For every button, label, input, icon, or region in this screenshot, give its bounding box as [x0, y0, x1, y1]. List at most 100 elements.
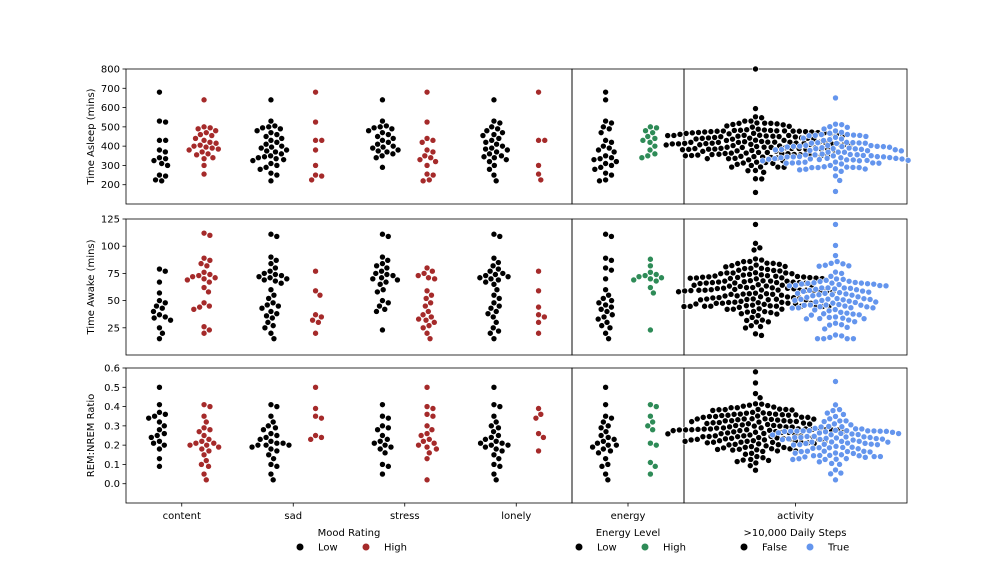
swarm-series-sad-high	[309, 267, 325, 337]
data-point	[383, 148, 391, 156]
data-point	[161, 267, 169, 275]
data-point	[748, 162, 755, 169]
data-point	[161, 441, 168, 449]
data-point	[261, 153, 268, 161]
data-point	[727, 404, 735, 412]
data-point	[778, 299, 786, 306]
data-point	[855, 437, 863, 445]
data-point	[608, 311, 616, 319]
data-point	[602, 254, 609, 262]
data-point	[318, 313, 325, 321]
data-point	[714, 446, 721, 453]
data-point	[307, 436, 314, 443]
data-point	[379, 412, 386, 420]
data-point	[838, 423, 846, 431]
data-point	[847, 421, 855, 429]
data-point	[432, 158, 439, 165]
data-point	[807, 301, 814, 309]
data-point	[490, 254, 498, 262]
data-point	[267, 253, 275, 261]
data-point	[845, 297, 853, 305]
data-point	[832, 331, 839, 339]
data-point	[156, 311, 163, 319]
data-point	[829, 145, 837, 152]
data-point	[480, 153, 488, 161]
swarm-series-sad-high	[307, 383, 325, 443]
data-point	[822, 301, 830, 309]
data-point	[749, 123, 756, 131]
data-point	[726, 282, 733, 290]
data-point	[816, 436, 824, 443]
data-point	[809, 292, 817, 299]
data-point	[816, 303, 824, 311]
data-point	[753, 158, 760, 166]
data-point	[610, 436, 618, 443]
data-point	[273, 131, 281, 138]
data-point	[758, 138, 765, 145]
data-point	[791, 297, 799, 304]
data-point	[749, 301, 756, 309]
data-point	[841, 148, 848, 156]
data-point	[797, 434, 805, 441]
data-point	[269, 322, 277, 329]
data-point	[826, 123, 834, 130]
data-point	[595, 299, 603, 307]
data-point	[790, 153, 797, 161]
data-point	[735, 139, 742, 146]
data-point	[676, 131, 684, 138]
data-point	[898, 155, 906, 163]
data-point	[267, 308, 275, 315]
data-point	[765, 457, 772, 464]
data-point	[426, 335, 434, 342]
data-point	[495, 327, 502, 335]
data-point	[258, 304, 266, 312]
data-point	[482, 138, 490, 146]
data-point	[425, 308, 432, 315]
data-point	[278, 135, 286, 142]
panels: 200 300 400 500 600 700 800 25 50 75 100 125 0.0 0.1 0…	[101, 65, 912, 504]
data-point	[870, 280, 878, 288]
data-point	[835, 301, 843, 308]
data-point	[249, 157, 257, 164]
data-point	[734, 404, 741, 412]
data-point	[596, 177, 603, 185]
data-point	[162, 410, 169, 418]
data-point	[743, 409, 750, 417]
data-point	[728, 163, 735, 171]
data-point	[198, 461, 205, 468]
data-point	[158, 304, 166, 312]
data-point	[379, 432, 386, 439]
data-point	[156, 146, 163, 154]
data-point	[781, 428, 788, 435]
data-point	[206, 403, 214, 410]
data-point	[755, 440, 762, 448]
data-point	[776, 267, 784, 275]
data-point	[832, 401, 839, 409]
data-point	[265, 451, 273, 459]
data-point	[488, 434, 495, 441]
data-point	[763, 259, 771, 267]
data-point	[273, 171, 281, 179]
data-point	[262, 164, 270, 171]
data-point	[786, 282, 793, 290]
data-point	[482, 145, 489, 153]
data-point	[822, 277, 830, 284]
data-point	[775, 133, 783, 140]
data-point	[273, 310, 281, 317]
data-point	[792, 411, 800, 419]
data-point	[779, 436, 786, 443]
data-point	[206, 271, 214, 278]
data-point	[764, 421, 771, 428]
data-point	[429, 137, 437, 144]
data-point	[805, 132, 813, 139]
data-point	[750, 308, 757, 315]
data-point	[882, 282, 890, 290]
data-point	[594, 315, 602, 323]
data-point	[778, 274, 786, 282]
data-point	[197, 260, 205, 267]
data-point	[267, 430, 275, 437]
data-point	[200, 229, 208, 237]
data-point	[849, 139, 857, 146]
data-point	[752, 459, 760, 467]
